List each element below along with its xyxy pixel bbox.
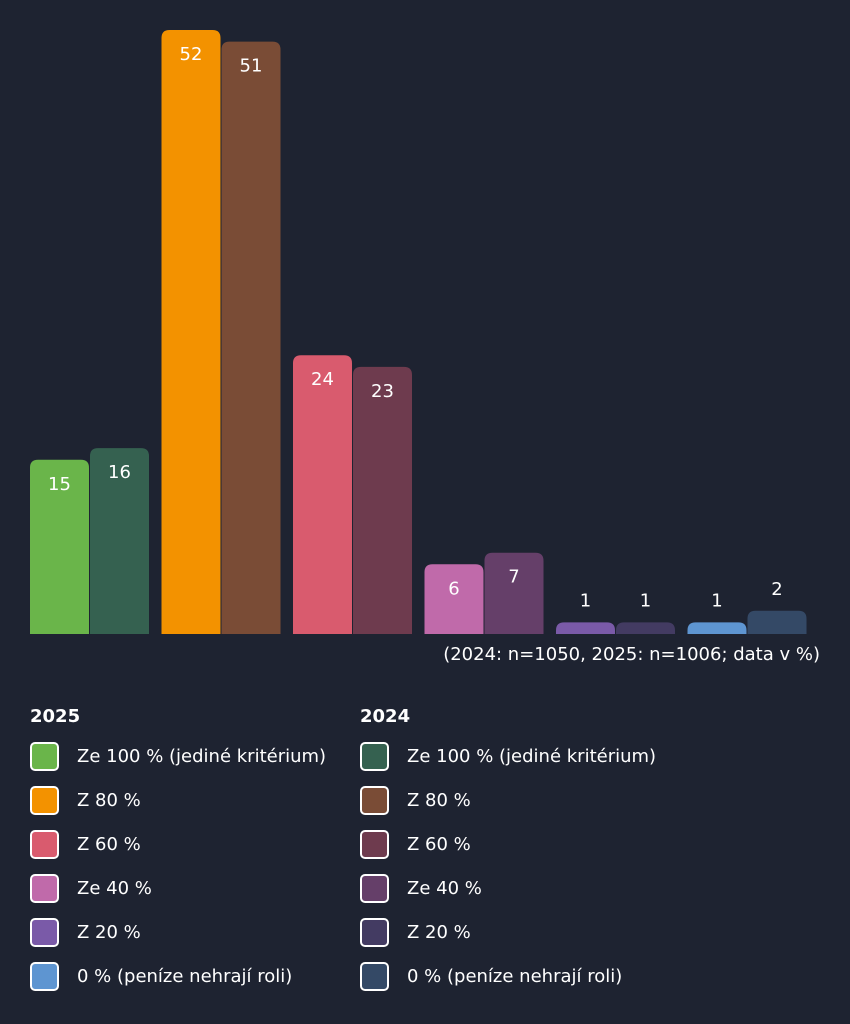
legend-item: 0 % (peníze nehrají roli) xyxy=(30,954,326,998)
data-label: 51 xyxy=(240,56,263,77)
data-label: 1 xyxy=(711,590,722,611)
legend-title-2025: 2025 xyxy=(30,706,81,727)
bar-2024-1 xyxy=(90,448,149,634)
bar-2025-4 xyxy=(424,564,484,634)
legend-item: Z 20 % xyxy=(30,910,326,954)
legend-item: 0 % (peníze nehrají roli) xyxy=(360,954,656,998)
legend-swatch xyxy=(360,785,389,815)
legend-label: 0 % (peníze nehrají roli) xyxy=(407,965,623,987)
legend-swatch xyxy=(360,873,389,903)
legend-item: Z 80 % xyxy=(360,778,656,822)
bar-2025-5 xyxy=(556,622,615,634)
data-label: 23 xyxy=(371,381,394,402)
legend-swatch xyxy=(30,917,59,947)
legend-swatch xyxy=(360,829,389,859)
legend-label: Z 60 % xyxy=(407,833,471,855)
legend-label: Z 80 % xyxy=(407,789,471,811)
chart-note: (2024: n=1050, 2025: n=1006; data v %) xyxy=(443,644,820,665)
bar-2024-2 xyxy=(221,41,281,635)
legend-label: Z 60 % xyxy=(77,833,141,855)
legend-item: Z 60 % xyxy=(30,822,326,866)
bar-chart: 15 16 52 51 24 23 6 7 1 1 1 2 xyxy=(30,30,807,635)
bar-2024-5 xyxy=(616,622,675,634)
legend-swatch xyxy=(30,873,59,903)
legend-item: Ze 100 % (jediné kritérium) xyxy=(30,734,326,778)
legend-label: Ze 40 % xyxy=(77,877,152,899)
legend-label: Ze 100 % (jediné kritérium) xyxy=(407,745,657,767)
bar-2024-4 xyxy=(484,552,544,634)
data-label: 1 xyxy=(640,590,651,611)
legend-item: Ze 40 % xyxy=(30,866,326,910)
legend-swatch xyxy=(360,741,389,771)
bar-2024-3 xyxy=(353,366,412,634)
legend-swatch xyxy=(30,961,59,991)
legend-item: Z 60 % xyxy=(360,822,656,866)
legend-label: 0 % (peníze nehrají roli) xyxy=(77,965,293,987)
legend-label: Z 20 % xyxy=(77,921,141,943)
legend-item: Z 80 % xyxy=(30,778,326,822)
bar-2025-2 xyxy=(161,30,221,634)
legend-label: Ze 40 % xyxy=(407,877,482,899)
data-label: 1 xyxy=(580,590,591,611)
legend-item: Z 20 % xyxy=(360,910,656,954)
bar-2025-1 xyxy=(30,459,89,634)
bar-2025-3 xyxy=(293,355,352,634)
bar-2025-6 xyxy=(687,622,747,634)
legend-2025: 2025 Ze 100 % (jediné kritérium) Z 80 % … xyxy=(30,704,326,998)
legend-swatch xyxy=(30,785,59,815)
data-label: 52 xyxy=(180,44,203,65)
data-label: 24 xyxy=(311,369,334,390)
legend-swatch xyxy=(360,961,389,991)
legend-2024: 2024 Ze 100 % (jediné kritérium) Z 80 % … xyxy=(360,704,656,998)
bar-2024-6 xyxy=(747,610,807,634)
legend-item: Ze 40 % xyxy=(360,866,656,910)
legend-title-2024: 2024 xyxy=(360,706,411,727)
legend-label: Z 20 % xyxy=(407,921,471,943)
data-label: 2 xyxy=(771,579,782,600)
data-label: 7 xyxy=(508,567,519,588)
legend-swatch xyxy=(30,741,59,771)
legend-item: Ze 100 % (jediné kritérium) xyxy=(360,734,656,778)
legend-swatch xyxy=(360,917,389,947)
legend-label: Ze 100 % (jediné kritérium) xyxy=(77,745,327,767)
legend-swatch xyxy=(30,829,59,859)
data-label: 16 xyxy=(108,462,131,483)
data-label: 6 xyxy=(448,578,459,599)
legend-label: Z 80 % xyxy=(77,789,141,811)
data-label: 15 xyxy=(48,474,71,495)
